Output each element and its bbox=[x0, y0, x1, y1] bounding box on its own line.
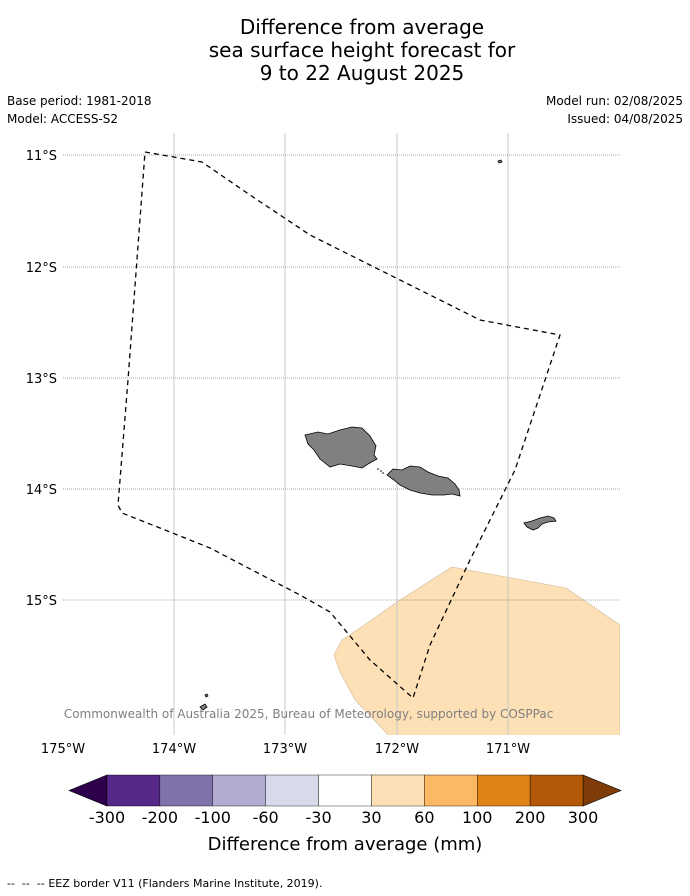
lon-label: 172°W bbox=[375, 742, 419, 757]
lon-label: 171°W bbox=[486, 742, 530, 757]
colorbar-tick-label: 30 bbox=[361, 808, 381, 827]
model-run-label: Model run: 02/08/2025 bbox=[545, 94, 683, 108]
colorbar-bin bbox=[265, 774, 319, 807]
tutuila-island bbox=[523, 515, 557, 531]
colorbar-tick-label: 60 bbox=[414, 808, 434, 827]
eez-legend-text: EEZ border V11 (Flanders Marine Institut… bbox=[48, 877, 323, 890]
lon-label: 175°W bbox=[41, 742, 85, 757]
map-area: © Commonwealth of Australia 2025, Bureau… bbox=[48, 133, 620, 735]
colorbar-bin bbox=[529, 774, 584, 807]
colorbar-under-arrow bbox=[68, 774, 108, 807]
lat-label: 11°S bbox=[26, 149, 57, 164]
lon-label: 173°W bbox=[263, 742, 307, 757]
colorbar bbox=[68, 774, 622, 807]
colorbar-tick-label: 300 bbox=[568, 808, 599, 827]
colorbar-over-arrow bbox=[582, 774, 622, 807]
lat-label: 15°S bbox=[26, 594, 57, 609]
colorbar-tick-label: -100 bbox=[195, 808, 231, 827]
colorbar-bin bbox=[371, 774, 425, 807]
colorbar-bin bbox=[106, 774, 161, 807]
upolu-island bbox=[386, 465, 461, 497]
issued-label: Issued: 04/08/2025 bbox=[567, 112, 683, 126]
small-islet-north bbox=[497, 159, 503, 164]
colorbar-tick-labels: -300 -200 -100 -60 -30 30 60 100 200 300 bbox=[89, 808, 598, 827]
small-islet-south-2 bbox=[204, 693, 209, 698]
map-title-line2: sea surface height forecast for bbox=[208, 38, 516, 62]
map-title-line3: 9 to 22 August 2025 bbox=[259, 61, 465, 85]
model-label: Model: ACCESS-S2 bbox=[7, 112, 119, 126]
lat-label: 12°S bbox=[26, 261, 57, 276]
colorbar-tick-label: 100 bbox=[462, 808, 493, 827]
eez-legend: -- -- -- EEZ border V11 (Flanders Marine… bbox=[7, 877, 322, 890]
eez-border bbox=[117, 151, 561, 700]
lon-label: 174°W bbox=[152, 742, 196, 757]
colorbar-tick-label: -200 bbox=[142, 808, 178, 827]
positive-anomaly-region bbox=[333, 566, 620, 735]
colorbar-bin bbox=[424, 774, 478, 807]
land-masses bbox=[199, 159, 557, 711]
longitude-labels: 175°W 174°W 173°W 172°W 171°W bbox=[41, 742, 530, 757]
colorbar-bin bbox=[318, 774, 372, 807]
small-islet-south bbox=[199, 703, 208, 711]
savaii-island bbox=[304, 426, 378, 469]
base-period-label: Base period: 1981-2018 bbox=[7, 94, 152, 108]
lat-label: 13°S bbox=[26, 372, 57, 387]
lat-label: 14°S bbox=[26, 483, 57, 498]
latitude-gridlines bbox=[63, 154, 620, 601]
latitude-labels: 11°S 12°S 13°S 14°S 15°S bbox=[26, 149, 57, 609]
colorbar-bin bbox=[159, 774, 213, 807]
islet-dots bbox=[377, 468, 384, 474]
longitude-gridlines bbox=[173, 133, 509, 735]
colorbar-tick-label: -60 bbox=[253, 808, 279, 827]
colorbar-bin bbox=[212, 774, 266, 807]
map-title-line1: Difference from average bbox=[239, 15, 485, 39]
colorbar-tick-label: 200 bbox=[515, 808, 546, 827]
colorbar-bin bbox=[477, 774, 531, 807]
colorbar-tick-label: -300 bbox=[89, 808, 125, 827]
colorbar-tick-label: -30 bbox=[305, 808, 331, 827]
eez-legend-symbol: -- -- -- bbox=[7, 877, 45, 890]
copyright-notice: © Commonwealth of Australia 2025, Bureau… bbox=[48, 707, 553, 721]
colorbar-title: Difference from average (mm) bbox=[208, 834, 483, 855]
